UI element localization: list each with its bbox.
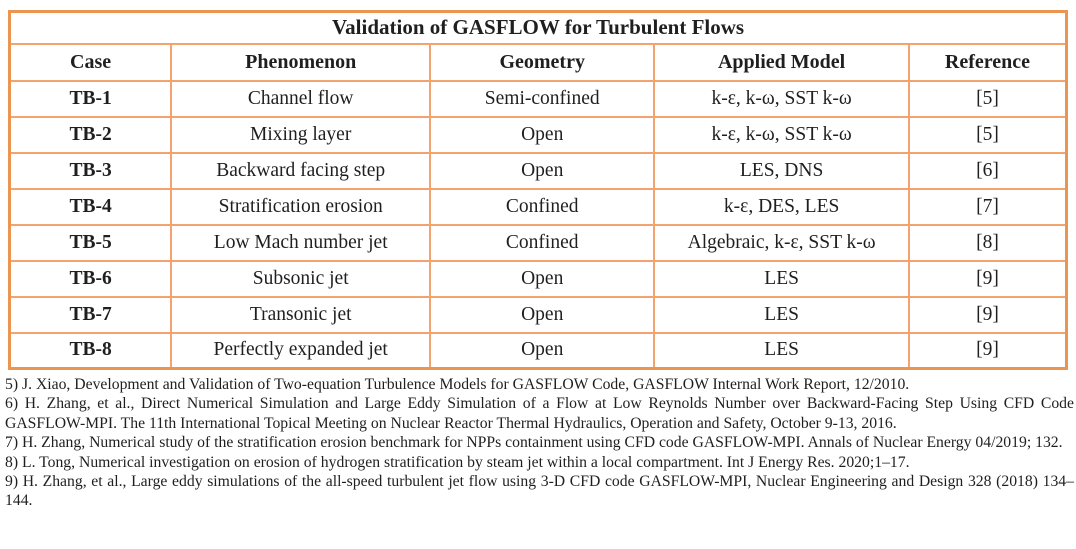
model-cell: Algebraic, k-ε, SST k-ω [653, 223, 910, 262]
column-header-reference: Reference [907, 42, 1068, 82]
table-row: TB-7 Transonic jet Open LES [9] [8, 295, 1068, 334]
phenomenon-cell: Low Mach number jet [170, 223, 432, 262]
validation-table: Validation of GASFLOW for Turbulent Flow… [8, 10, 1068, 370]
column-header-phenomenon: Phenomenon [170, 42, 432, 82]
table-row: TB-5 Low Mach number jet Confined Algebr… [8, 223, 1068, 262]
phenomenon-cell: Stratification erosion [170, 187, 432, 226]
case-cell: TB-2 [8, 115, 173, 154]
phenomenon-cell: Perfectly expanded jet [170, 331, 432, 370]
phenomenon-cell: Mixing layer [170, 115, 432, 154]
table-row: TB-3 Backward facing step Open LES, DNS … [8, 151, 1068, 190]
model-cell: LES, DNS [653, 151, 910, 190]
table-row: TB-8 Perfectly expanded jet Open LES [9] [8, 331, 1068, 370]
model-cell: LES [653, 259, 910, 298]
case-cell: TB-1 [8, 79, 173, 118]
reference-cell: [9] [907, 259, 1068, 298]
reference-cell: [5] [907, 79, 1068, 118]
table-row: TB-6 Subsonic jet Open LES [9] [8, 259, 1068, 298]
slide: Validation of GASFLOW for Turbulent Flow… [5, 10, 1074, 511]
table-header-row: Case Phenomenon Geometry Applied Model R… [8, 42, 1068, 82]
table-row: TB-4 Stratification erosion Confined k-ε… [8, 187, 1068, 226]
model-cell: LES [653, 295, 910, 334]
table-row: TB-2 Mixing layer Open k-ε, k-ω, SST k-ω… [8, 115, 1068, 154]
table-title: Validation of GASFLOW for Turbulent Flow… [8, 10, 1068, 45]
reference-cell: [9] [907, 295, 1068, 334]
model-cell: k-ε, k-ω, SST k-ω [653, 115, 910, 154]
table-title-row: Validation of GASFLOW for Turbulent Flow… [8, 10, 1068, 45]
case-cell: TB-8 [8, 331, 173, 370]
reference-cell: [8] [907, 223, 1068, 262]
case-cell: TB-4 [8, 187, 173, 226]
column-header-case: Case [8, 42, 173, 82]
case-cell: TB-3 [8, 151, 173, 190]
geometry-cell: Confined [429, 187, 656, 226]
phenomenon-cell: Channel flow [170, 79, 432, 118]
case-cell: TB-5 [8, 223, 173, 262]
footnote-6: 6) H. Zhang, et al., Direct Numerical Si… [5, 395, 1074, 432]
geometry-cell: Semi-confined [429, 79, 656, 118]
footnote-9: 9) H. Zhang, et al., Large eddy simulati… [5, 473, 1074, 510]
case-cell: TB-7 [8, 295, 173, 334]
model-cell: k-ε, DES, LES [653, 187, 910, 226]
table-row: TB-1 Channel flow Semi-confined k-ε, k-ω… [8, 79, 1068, 118]
geometry-cell: Open [429, 115, 656, 154]
model-cell: k-ε, k-ω, SST k-ω [653, 79, 910, 118]
reference-cell: [6] [907, 151, 1068, 190]
geometry-cell: Confined [429, 223, 656, 262]
footnotes: 5) J. Xiao, Development and Validation o… [5, 375, 1074, 511]
column-header-geometry: Geometry [429, 42, 656, 82]
reference-cell: [5] [907, 115, 1068, 154]
phenomenon-cell: Transonic jet [170, 295, 432, 334]
case-cell: TB-6 [8, 259, 173, 298]
footnote-5: 5) J. Xiao, Development and Validation o… [5, 376, 910, 393]
phenomenon-cell: Subsonic jet [170, 259, 432, 298]
geometry-cell: Open [429, 259, 656, 298]
phenomenon-cell: Backward facing step [170, 151, 432, 190]
column-header-model: Applied Model [653, 42, 910, 82]
geometry-cell: Open [429, 331, 656, 370]
geometry-cell: Open [429, 151, 656, 190]
reference-cell: [9] [907, 331, 1068, 370]
footnote-7: 7) H. Zhang, Numerical study of the stra… [5, 434, 1063, 452]
model-cell: LES [653, 331, 910, 370]
geometry-cell: Open [429, 295, 656, 334]
footnote-8: 8) L. Tong, Numerical investigation on e… [5, 453, 910, 471]
reference-cell: [7] [907, 187, 1068, 226]
